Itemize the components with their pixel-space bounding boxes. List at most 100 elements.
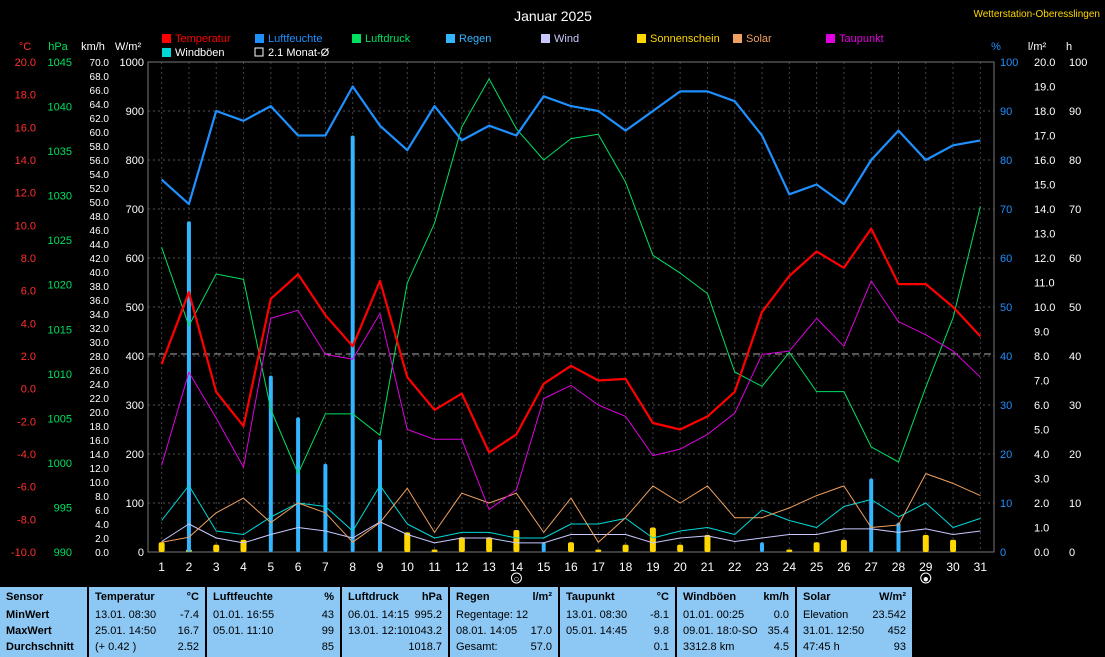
- legend-swatch: [826, 34, 835, 43]
- tick-label: 1025: [48, 235, 72, 247]
- tick-label: 24.0: [90, 380, 110, 391]
- tick-label: 70.0: [90, 58, 110, 69]
- tick-label: 1005: [48, 413, 72, 425]
- legend-label: Luftdruck: [365, 33, 411, 45]
- x-tick-label: 16: [564, 560, 578, 574]
- axis-unit: %: [991, 41, 1001, 53]
- tick-label: 1045: [48, 57, 72, 69]
- tick-label: 19.0: [1034, 82, 1055, 94]
- tick-label: 10.0: [90, 478, 110, 489]
- rain-bar: [760, 542, 765, 552]
- tick-label: 100: [1000, 57, 1018, 69]
- stat-box-regen: Regen l/m² Regentage: 12 08.01. 14:05 17.0 Ge…: [450, 587, 558, 657]
- stat-title: Sensor: [6, 591, 44, 603]
- legend-swatch: [446, 34, 455, 43]
- sunshine-bar: [404, 532, 411, 552]
- x-tick-label: 3: [213, 560, 220, 574]
- weather-chart: Januar 2025 Wetterstation-Oberesslingen …: [10, 8, 1100, 585]
- tick-label: 6.0: [1034, 400, 1049, 412]
- tick-label: 68.0: [90, 72, 110, 83]
- stat-row: 3312.8 km 4.5: [683, 641, 789, 655]
- right-axis-ticks: 100908070605040302010020.019.018.017.016…: [1000, 57, 1087, 559]
- grid: [147, 61, 995, 553]
- tick-label: 18.0: [15, 90, 36, 102]
- stat-value: 85: [321, 641, 334, 653]
- tick-label: 15.0: [1034, 180, 1055, 192]
- stat-value: 17.0: [530, 625, 552, 637]
- series-line-luftfeuchte: [160, 85, 981, 206]
- stat-value: 4.5: [773, 641, 789, 653]
- stat-value: 2.52: [177, 641, 199, 653]
- chart-title: Januar 2025: [514, 8, 592, 24]
- moon-symbol: ●: [923, 574, 929, 585]
- sunshine-bar: [213, 544, 220, 552]
- stat-box-header: Regen l/m²: [456, 591, 552, 603]
- x-tick-label: 18: [619, 560, 633, 574]
- legend-label: 2.1 Monat-Ø: [268, 47, 330, 59]
- stat-box-sensor: Sensor MinWert MaxWert Durchschnitt: [0, 587, 87, 657]
- tick-label: 54.0: [90, 170, 110, 181]
- tick-label: 38.0: [90, 282, 110, 293]
- stat-label: 01.01. 00:25: [683, 609, 745, 621]
- stat-unit: hPa: [421, 591, 442, 603]
- stat-label: 05.01. 11:10: [213, 625, 274, 637]
- stat-value: 99: [321, 625, 334, 637]
- tick-label: -4.0: [17, 449, 36, 461]
- tick-label: 1000: [48, 458, 72, 470]
- moon-symbols: ○ ●: [510, 572, 932, 585]
- tick-label: 40: [1069, 351, 1081, 363]
- axis-unit: km/h: [81, 41, 105, 53]
- stat-row: 09.01. 18:0-SO 35.4: [683, 625, 789, 639]
- left-axis-ticks: 20.0 18.0 16.0 14.0 12.0 10.0 8.0 6.0 4.0 2.0 0.0 -…: [11, 57, 144, 559]
- tick-label: 4.0: [95, 520, 109, 531]
- stat-value: 1043.2: [408, 625, 442, 637]
- tick-label: 2.0: [21, 351, 36, 363]
- rain-bar: [377, 439, 382, 552]
- tick-label: 80: [1000, 155, 1012, 167]
- sunshine-bar: [622, 544, 629, 552]
- x-tick-label: 17: [592, 560, 606, 574]
- x-tick-label: 28: [892, 560, 906, 574]
- tick-label: 20.0: [15, 57, 36, 69]
- stat-row: (+ 0.42 ) 2.52: [95, 641, 199, 655]
- sunshine-bar: [840, 539, 847, 552]
- stat-row: 06.01. 14:15 995.2: [348, 609, 442, 623]
- x-tick-label: 11: [428, 560, 441, 574]
- x-tick-label: 4: [240, 560, 247, 574]
- tick-label: 10.0: [1034, 302, 1055, 314]
- stat-box-header: Luftdruck hPa: [348, 591, 442, 603]
- tick-label: 20: [1069, 449, 1081, 461]
- sunshine-bar: [240, 539, 247, 552]
- tick-label: 700: [126, 204, 144, 216]
- stat-box-header: Taupunkt °C: [566, 591, 669, 603]
- stat-title: Solar: [803, 591, 831, 603]
- sunshine-bar: [813, 542, 820, 552]
- tick-label: -2.0: [17, 416, 36, 428]
- stat-unit: l/m²: [532, 591, 552, 603]
- x-tick-label: 1: [158, 560, 165, 574]
- tick-label: 56.0: [90, 156, 110, 167]
- x-tick-label: 19: [646, 560, 660, 574]
- tick-label: -8.0: [17, 514, 36, 526]
- tick-label: 995: [54, 502, 72, 514]
- tick-label: 12.0: [15, 188, 36, 200]
- tick-label: 52.0: [90, 184, 110, 195]
- tick-label: 0.0: [95, 548, 109, 559]
- stat-title: Regen: [456, 591, 490, 603]
- stat-box-luftfeuchte: Luftfeuchte% 01.01. 16:55 43 05.01. 11:10 99…: [207, 587, 340, 657]
- stat-row: 05.01. 14:45 9.8: [566, 625, 669, 639]
- stat-row: 13.01. 08:30 -7.4: [95, 609, 199, 623]
- sunshine-bar: [704, 534, 711, 552]
- stat-box-temperatur: Temperatur °C 13.01. 08:30 -7.4 25.01. 14:50…: [89, 587, 205, 657]
- x-tick-label: 29: [919, 560, 933, 574]
- x-tick-label: 10: [401, 560, 415, 574]
- stat-box-luftdruck: Luftdruck hPa 06.01. 14:15 995.2 13.01. 12:1…: [342, 587, 448, 657]
- tick-label: 14.0: [90, 450, 110, 461]
- stat-value: 0.0: [773, 609, 789, 621]
- tick-label: 70: [1069, 204, 1081, 216]
- tick-label: -6.0: [17, 482, 36, 494]
- legend-label: Solar: [746, 33, 772, 45]
- x-tick-label: 2: [186, 560, 193, 574]
- tick-label: 1040: [48, 102, 72, 114]
- axis-unit: hPa: [48, 41, 68, 53]
